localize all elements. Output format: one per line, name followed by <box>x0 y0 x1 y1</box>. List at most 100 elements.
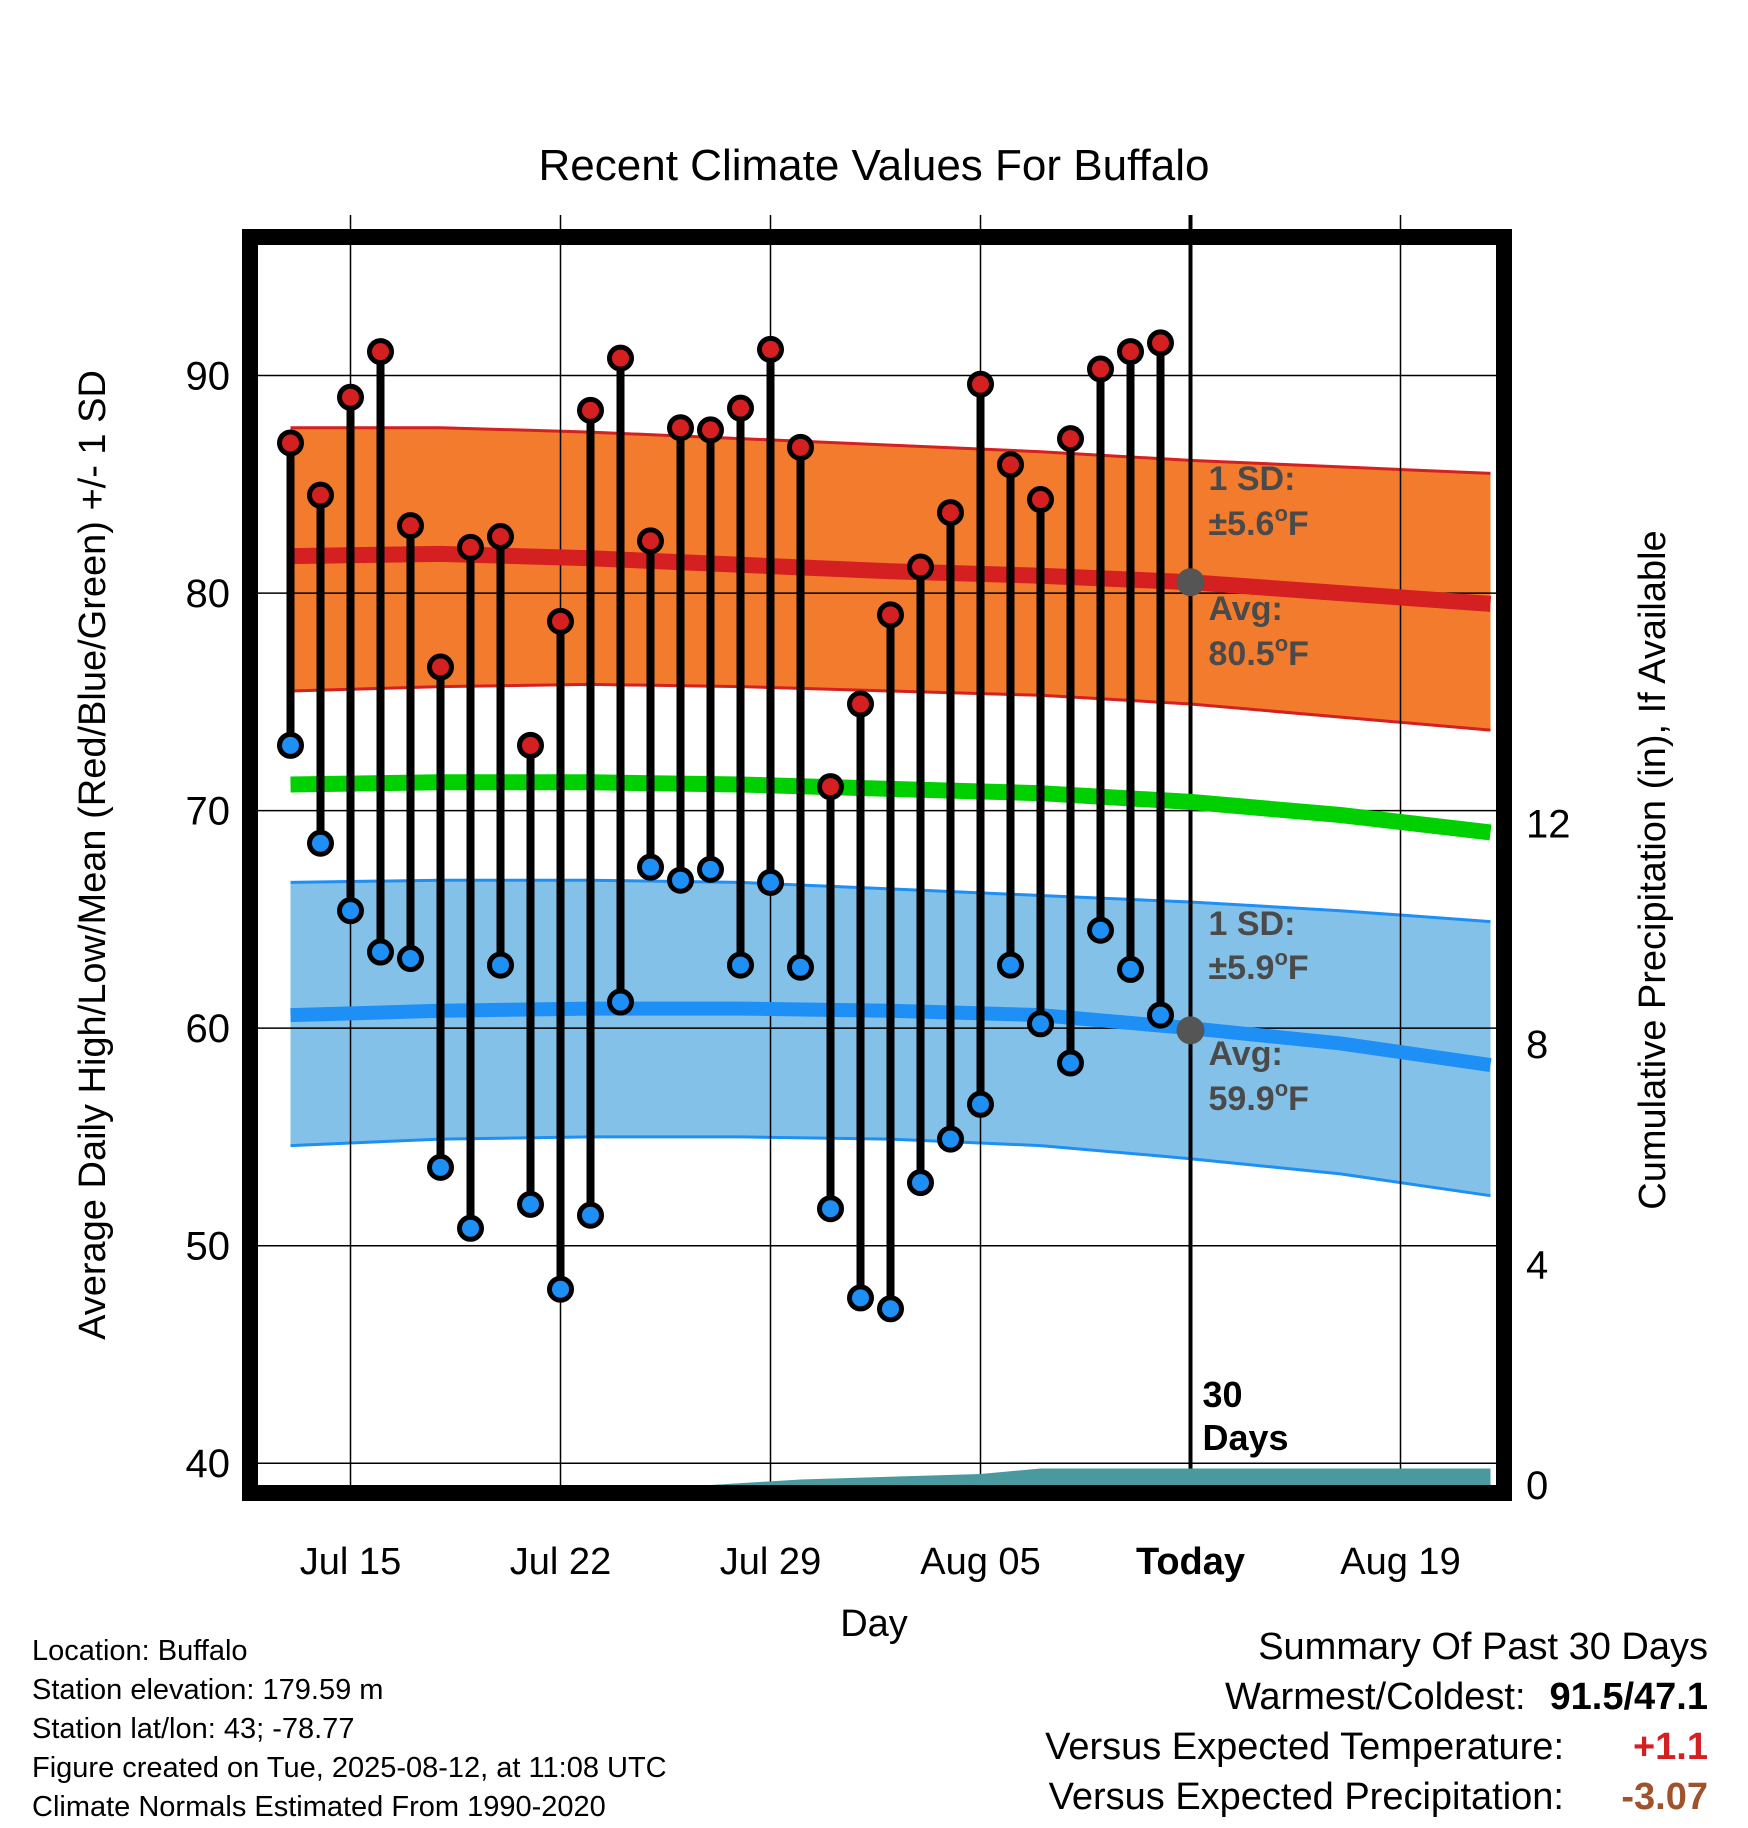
obs-low-point <box>1087 916 1114 944</box>
high-avg-label: Avg: <box>1209 590 1283 628</box>
obs-low-point <box>697 855 724 883</box>
obs-low-point <box>787 953 814 981</box>
x-tick-label: Jul 29 <box>720 1541 821 1583</box>
y-tick-label: 90 <box>186 355 231 399</box>
normals-text: Climate Normals Estimated From 1990-2020 <box>32 1791 606 1823</box>
obs-low-point <box>277 731 304 759</box>
obs-low-point <box>427 1153 454 1181</box>
station-info: Location: Buffalo Station elevation: 179… <box>32 1632 667 1827</box>
obs-high-point <box>427 653 454 681</box>
y-tick-label: 80 <box>186 572 231 616</box>
obs-high-point <box>877 601 904 629</box>
obs-high-point <box>367 338 394 366</box>
temp-row: Versus Expected Temperature: +1.1 <box>1045 1722 1708 1772</box>
obs-high-point <box>817 773 844 801</box>
precip-row: Versus Expected Precipitation: -3.07 <box>1045 1772 1708 1822</box>
obs-high-point <box>547 607 574 635</box>
axes: 40 50 60 70 80 90 0 4 8 12 Jul 15 Jul 22 Jul 29 Aug 0… <box>186 229 1571 1583</box>
elevation-text: Station elevation: 179.59 m <box>32 1674 384 1706</box>
obs-low-point <box>757 868 784 896</box>
y-axis-label: Average Daily High/Low/Mean (Red/Blue/Gr… <box>72 370 114 1340</box>
obs-low-point <box>1147 1001 1174 1029</box>
obs-high-point <box>1117 338 1144 366</box>
obs-high-point <box>937 499 964 527</box>
y-tick-label: 60 <box>186 1007 231 1051</box>
obs-low-point <box>1057 1049 1084 1077</box>
warm-cold-row: Warmest/Coldest: 91.5/47.1 <box>1045 1672 1708 1722</box>
obs-low-point <box>907 1169 934 1197</box>
obs-low-point <box>1117 955 1144 983</box>
obs-low-point <box>817 1195 844 1223</box>
x-tick-label: Jul 22 <box>510 1541 611 1583</box>
high-sd-upper-edge <box>290 426 1491 475</box>
obs-high-point <box>907 553 934 581</box>
obs-low-point <box>367 938 394 966</box>
x-tick-label: Jul 15 <box>300 1541 401 1583</box>
high-sd-label: 1 SD: <box>1209 460 1296 498</box>
obs-low-point <box>577 1201 604 1229</box>
obs-low-point <box>667 866 694 894</box>
obs-high-point <box>1027 486 1054 514</box>
obs-low-point <box>457 1214 484 1242</box>
obs-high-point <box>967 370 994 398</box>
obs-high-point <box>997 451 1024 479</box>
obs-low-point <box>307 829 334 857</box>
obs-high-point <box>337 383 364 411</box>
obs-high-point <box>397 512 424 540</box>
y2-axis-label: Cumulative Precipitation (in), If Availa… <box>1632 530 1674 1209</box>
obs-high-point <box>637 527 664 555</box>
obs-low-point <box>397 945 424 973</box>
obs-low-point <box>997 951 1024 979</box>
daily-observations <box>277 329 1174 1323</box>
y2-tick-label: 8 <box>1526 1023 1548 1067</box>
warm-cold-label: Warmest/Coldest: <box>1224 1676 1526 1718</box>
obs-high-point <box>277 429 304 457</box>
today-high-marker <box>1176 568 1205 597</box>
obs-high-point <box>577 396 604 424</box>
y-tick-label: 70 <box>186 790 231 834</box>
obs-low-point <box>877 1295 904 1323</box>
obs-high-point <box>1147 329 1174 357</box>
obs-low-point <box>517 1190 544 1218</box>
location-text: Location: Buffalo <box>32 1635 248 1667</box>
warm-cold-value: 91.5/47.1 <box>1549 1676 1708 1718</box>
y2-tick-label: 0 <box>1526 1464 1548 1508</box>
days-label-number: 30 <box>1203 1374 1243 1415</box>
low-avg-label: Avg: <box>1209 1035 1283 1073</box>
obs-low-point <box>547 1275 574 1303</box>
created-text: Figure created on Tue, 2025-08-12, at 11… <box>32 1752 667 1784</box>
high-avg-value: 80.5oF <box>1209 631 1309 673</box>
obs-low-point <box>637 853 664 881</box>
precip-label: Versus Expected Precipitation: <box>1048 1776 1564 1818</box>
obs-high-point <box>487 523 514 551</box>
obs-high-point <box>667 414 694 442</box>
x-axis-label: Day <box>840 1603 908 1645</box>
obs-low-point <box>847 1284 874 1312</box>
precip-area-fill <box>290 1468 1491 1485</box>
temp-value: +1.1 <box>1632 1726 1708 1768</box>
y2-tick-label: 12 <box>1526 803 1571 847</box>
today-low-marker <box>1176 1016 1205 1045</box>
y-tick-label: 40 <box>186 1442 231 1486</box>
obs-low-point <box>727 951 754 979</box>
obs-high-point <box>517 731 544 759</box>
x-tick-label: Aug 05 <box>920 1541 1040 1583</box>
summary-panel: Summary Of Past 30 Days Warmest/Coldest:… <box>1045 1622 1708 1822</box>
x-tick-label: Today <box>1136 1541 1245 1583</box>
obs-high-point <box>1057 425 1084 453</box>
low-avg-value: 59.9oF <box>1209 1076 1309 1118</box>
obs-high-point <box>727 394 754 422</box>
y2-tick-label: 4 <box>1526 1244 1548 1288</box>
obs-low-point <box>607 988 634 1016</box>
obs-high-point <box>757 335 784 363</box>
obs-low-point <box>1027 1010 1054 1038</box>
summary-title: Summary Of Past 30 Days <box>1258 1626 1708 1668</box>
obs-high-point <box>847 690 874 718</box>
latlon-text: Station lat/lon: 43; -78.77 <box>32 1713 355 1745</box>
y-tick-label: 50 <box>186 1225 231 1269</box>
obs-high-point <box>1087 355 1114 383</box>
obs-high-point <box>457 533 484 561</box>
x-tick-label: Aug 19 <box>1340 1541 1460 1583</box>
